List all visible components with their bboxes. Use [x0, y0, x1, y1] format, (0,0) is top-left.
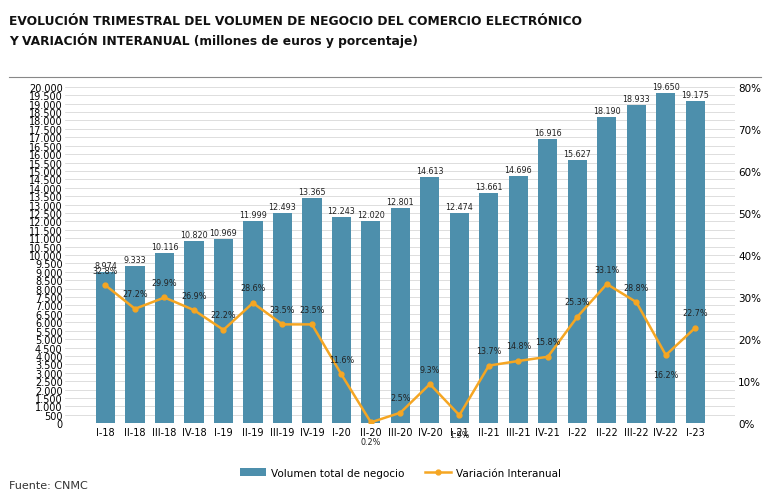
Bar: [538, 139, 557, 423]
Text: 13.661: 13.661: [475, 183, 503, 192]
Text: 33.1%: 33.1%: [594, 265, 620, 274]
Line: Variación Interanual: Variación Interanual: [103, 282, 698, 425]
Variación Interanual: [278, 322, 287, 328]
Variación Interanual: [160, 295, 169, 301]
Variación Interanual: [661, 352, 671, 358]
Text: 25.3%: 25.3%: [564, 298, 590, 307]
Bar: [96, 273, 115, 423]
Variación Interanual: [544, 354, 553, 360]
Bar: [567, 161, 587, 423]
Variación Interanual: [367, 419, 376, 425]
Text: 12.801: 12.801: [387, 197, 414, 206]
Text: 12.474: 12.474: [446, 203, 474, 212]
Text: 18.190: 18.190: [593, 107, 621, 116]
Bar: [420, 178, 440, 423]
Bar: [391, 208, 410, 423]
Text: 28.8%: 28.8%: [624, 283, 649, 292]
Bar: [686, 102, 705, 423]
Variación Interanual: [573, 314, 582, 320]
Text: EVOLUCIÓN TRIMESTRAL DEL VOLUMEN DE NEGOCIO DEL COMERCIO ELECTRÓNICO
Y VARIACIÓN: EVOLUCIÓN TRIMESTRAL DEL VOLUMEN DE NEGO…: [9, 15, 582, 48]
Text: 10.969: 10.969: [209, 228, 237, 237]
Text: 1.9%: 1.9%: [449, 430, 470, 439]
Text: 22.2%: 22.2%: [211, 311, 236, 320]
Text: 32.8%: 32.8%: [93, 266, 118, 275]
Text: 28.6%: 28.6%: [240, 284, 266, 293]
Variación Interanual: [396, 410, 405, 416]
Text: Fuente: CNMC: Fuente: CNMC: [9, 480, 88, 490]
Text: 14.613: 14.613: [416, 167, 444, 176]
Text: 9.3%: 9.3%: [420, 365, 440, 374]
Text: 13.365: 13.365: [298, 188, 326, 197]
Text: 10.116: 10.116: [151, 242, 178, 252]
Text: 23.5%: 23.5%: [270, 305, 295, 314]
Text: 19.175: 19.175: [681, 91, 709, 100]
Bar: [332, 218, 351, 423]
Text: 0.2%: 0.2%: [360, 437, 381, 446]
Variación Interanual: [425, 381, 434, 387]
Bar: [184, 242, 203, 423]
Text: 16.916: 16.916: [534, 128, 561, 137]
Text: 26.9%: 26.9%: [181, 291, 206, 300]
Text: 18.933: 18.933: [622, 95, 650, 104]
Bar: [598, 118, 617, 423]
Text: 14.696: 14.696: [504, 166, 532, 175]
Text: 10.820: 10.820: [180, 231, 208, 240]
Text: 9.333: 9.333: [124, 256, 146, 265]
Bar: [243, 222, 263, 423]
Text: 12.493: 12.493: [269, 203, 296, 211]
Text: 19.650: 19.650: [652, 83, 680, 92]
Bar: [627, 106, 646, 423]
Bar: [450, 214, 469, 423]
Variación Interanual: [219, 327, 228, 333]
Text: 11.6%: 11.6%: [329, 355, 354, 364]
Variación Interanual: [189, 308, 199, 314]
Variación Interanual: [514, 358, 523, 364]
Bar: [303, 199, 322, 423]
Text: 13.7%: 13.7%: [476, 346, 501, 355]
Bar: [656, 94, 675, 423]
Bar: [509, 177, 528, 423]
Variación Interanual: [307, 322, 316, 328]
Variación Interanual: [130, 306, 139, 312]
Variación Interanual: [101, 283, 110, 289]
Text: 23.5%: 23.5%: [300, 305, 325, 314]
Bar: [155, 254, 174, 423]
Text: 15.627: 15.627: [564, 150, 591, 159]
Text: 15.8%: 15.8%: [535, 338, 561, 347]
Legend: Volumen total de negocio, Variación Interanual: Volumen total de negocio, Variación Inte…: [236, 463, 565, 482]
Text: 2.5%: 2.5%: [390, 393, 410, 402]
Variación Interanual: [336, 372, 346, 378]
Variación Interanual: [602, 282, 611, 288]
Text: 12.020: 12.020: [357, 210, 385, 219]
Text: 22.7%: 22.7%: [682, 309, 708, 318]
Text: 11.999: 11.999: [239, 211, 267, 220]
Text: 14.8%: 14.8%: [506, 342, 531, 351]
Variación Interanual: [631, 300, 641, 306]
Bar: [361, 221, 380, 423]
Bar: [214, 239, 233, 423]
Variación Interanual: [248, 300, 257, 306]
Bar: [273, 213, 292, 423]
Text: 16.2%: 16.2%: [653, 370, 678, 379]
Bar: [126, 267, 145, 423]
Text: 8.974: 8.974: [94, 262, 117, 271]
Text: 27.2%: 27.2%: [122, 290, 148, 299]
Text: 29.9%: 29.9%: [152, 279, 177, 288]
Variación Interanual: [691, 325, 700, 331]
Text: 12.243: 12.243: [327, 207, 355, 216]
Variación Interanual: [484, 363, 494, 369]
Bar: [479, 194, 498, 423]
Variación Interanual: [455, 412, 464, 418]
